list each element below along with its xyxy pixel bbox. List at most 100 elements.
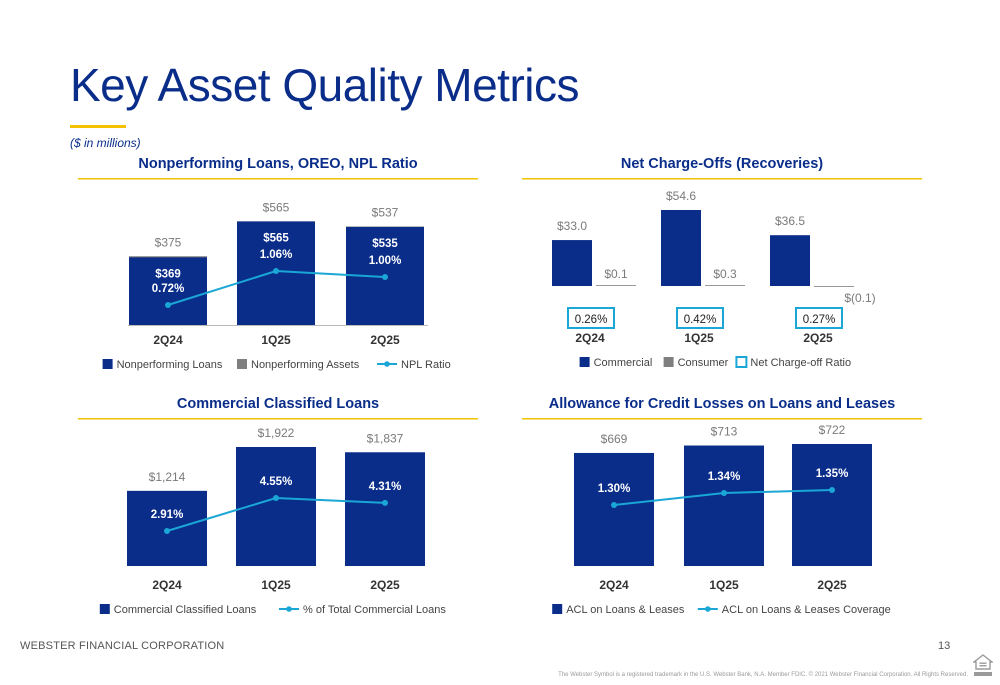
chart-title: Net Charge-Offs (Recoveries) xyxy=(621,156,823,172)
bar-consumer xyxy=(814,286,854,287)
data-label-npl-ratio: 0.72% xyxy=(152,283,185,295)
chart-title: Commercial Classified Loans xyxy=(177,396,379,412)
data-label-npl: $565 xyxy=(263,232,289,244)
nco-ratio-box xyxy=(567,307,615,329)
legend-label: ACL on Loans & Leases xyxy=(566,604,685,616)
data-label-pct-commercial: 4.55% xyxy=(260,476,293,488)
data-label-nco-ratio: 0.26% xyxy=(575,314,608,326)
data-label-npl-ratio: 1.06% xyxy=(260,249,293,261)
bar-commercial-classified xyxy=(345,452,425,566)
page-title: Key Asset Quality Metrics xyxy=(70,59,580,111)
chart-title-rule xyxy=(78,418,478,420)
chart-nco: Net Charge-Offs (Recoveries) $33.0 $0.1 $54… xyxy=(522,156,922,369)
bar-consumer xyxy=(596,285,636,286)
category-label: 1Q25 xyxy=(684,331,714,345)
bar-acl xyxy=(574,452,654,566)
nco-ratio-box xyxy=(795,307,843,329)
bar-commercial xyxy=(770,235,810,286)
pct-commercial-point xyxy=(382,499,388,506)
data-label-consumer: $0.1 xyxy=(604,267,628,281)
category-label: 2Q25 xyxy=(817,578,847,592)
data-label-nco-ratio: 0.27% xyxy=(803,314,836,326)
data-label-npa: $375 xyxy=(155,235,182,249)
data-label-commercial: $36.5 xyxy=(775,214,805,228)
category-label: 2Q24 xyxy=(599,578,629,592)
footer-company: WEBSTER FINANCIAL CORPORATION xyxy=(20,640,225,652)
legend-swatch xyxy=(99,604,110,614)
npl-ratio-point xyxy=(382,274,388,280)
legend-swatch xyxy=(552,604,563,614)
legend-marker xyxy=(705,606,711,612)
data-label-npl: $535 xyxy=(372,238,398,250)
pct-commercial-point xyxy=(273,495,279,501)
legend-swatch xyxy=(663,357,674,367)
legend-label: NPL Ratio xyxy=(401,359,451,371)
data-label-npa: $565 xyxy=(263,200,290,214)
data-label-acl-coverage: 1.35% xyxy=(816,468,849,480)
data-label-classified: $1,922 xyxy=(258,426,295,440)
data-label-acl: $722 xyxy=(819,423,846,437)
category-label: 2Q25 xyxy=(803,331,833,345)
chart-title: Nonperforming Loans, OREO, NPL Ratio xyxy=(138,156,417,172)
legend-label: ACL on Loans & Leases Coverage xyxy=(722,604,891,616)
chart-title-rule xyxy=(78,178,478,180)
legend-swatch xyxy=(102,359,113,369)
category-label: 1Q25 xyxy=(261,578,291,592)
category-label: 2Q24 xyxy=(575,331,605,345)
data-label-npl: $369 xyxy=(155,268,181,280)
page-subtitle: ($ in millions) xyxy=(70,136,141,150)
legend-label: Nonperforming Assets xyxy=(251,359,360,371)
chart-title-rule xyxy=(522,418,922,420)
category-label: 2Q25 xyxy=(370,333,400,347)
equal-housing-lender-logo xyxy=(973,654,993,676)
bar-acl xyxy=(792,444,872,566)
chart-npl: Nonperforming Loans, OREO, NPL Ratio $375… xyxy=(78,156,478,371)
category-label: 2Q24 xyxy=(153,333,183,347)
data-label-classified: $1,837 xyxy=(367,431,404,445)
acl-coverage-point xyxy=(721,490,727,496)
footer-disclaimer: The Webster Symbol is a registered trade… xyxy=(558,672,968,678)
data-label-acl-coverage: 1.30% xyxy=(598,483,631,495)
bar-acl xyxy=(684,445,764,566)
legend-label: Commercial xyxy=(594,357,653,369)
npl-ratio-point xyxy=(273,268,279,274)
npl-ratio-point xyxy=(165,302,171,308)
page-number: 13 xyxy=(938,640,951,652)
data-label-acl: $669 xyxy=(601,432,628,446)
legend-swatch xyxy=(735,356,748,368)
legend-swatch xyxy=(237,359,247,369)
pct-commercial-point xyxy=(164,528,170,534)
nco-ratio-box xyxy=(676,307,724,329)
data-label-acl: $713 xyxy=(711,425,738,439)
x-axis xyxy=(128,325,428,326)
data-label-npa: $537 xyxy=(372,206,399,220)
bar-nonperforming-loans xyxy=(129,257,207,325)
chart-ccl: Commercial Classified Loans $1,214 $1,922 $… xyxy=(78,396,478,616)
legend-label: Nonperforming Loans xyxy=(117,359,223,371)
data-label-classified: $1,214 xyxy=(149,470,186,484)
bar-consumer xyxy=(705,285,745,286)
category-label: 2Q24 xyxy=(152,578,182,592)
category-label: 1Q25 xyxy=(709,578,739,592)
data-label-commercial: $33.0 xyxy=(557,219,587,233)
legend-swatch xyxy=(579,357,590,367)
category-label: 1Q25 xyxy=(261,333,291,347)
legend-label: Consumer xyxy=(678,357,729,369)
bar-commercial xyxy=(661,210,701,286)
data-label-consumer: $0.3 xyxy=(713,267,737,281)
chart-title-rule xyxy=(522,178,922,180)
data-label-acl-coverage: 1.34% xyxy=(708,471,741,483)
legend-marker xyxy=(286,606,292,612)
legend-label: Commercial Classified Loans xyxy=(114,604,257,616)
legend-label: % of Total Commercial Loans xyxy=(303,604,446,616)
legend-label: Net Charge-off Ratio xyxy=(750,357,851,369)
data-label-commercial: $54.6 xyxy=(666,189,696,203)
data-label-pct-commercial: 2.91% xyxy=(151,509,184,521)
legend-marker xyxy=(384,361,390,367)
chart-acl: Allowance for Credit Losses on Loans and… xyxy=(522,396,922,616)
data-label-npl-ratio: 1.00% xyxy=(369,255,402,267)
acl-coverage-point xyxy=(829,487,835,493)
data-label-nco-ratio: 0.42% xyxy=(684,314,717,326)
data-label-consumer: $(0.1) xyxy=(844,291,875,305)
title-underline xyxy=(70,125,126,128)
